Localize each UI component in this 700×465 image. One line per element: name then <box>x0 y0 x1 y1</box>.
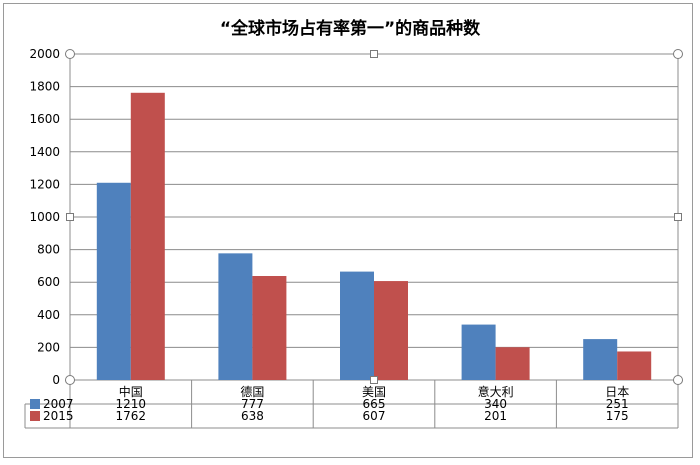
data-table-cell: 175 <box>606 409 629 423</box>
resize-handle <box>673 375 683 385</box>
bar-2015-德国 <box>252 276 287 380</box>
resize-handle <box>65 375 75 385</box>
y-tick-label: 1200 <box>29 177 60 191</box>
data-table-cell: 638 <box>241 409 264 423</box>
bar-2015-中国 <box>130 92 165 380</box>
bar-2015-意大利 <box>495 347 530 380</box>
legend-label: 2007 <box>43 397 74 411</box>
y-tick-label: 1000 <box>29 210 60 224</box>
resize-handle <box>66 213 74 221</box>
y-tick-label: 0 <box>52 373 60 387</box>
resize-handle <box>370 50 378 58</box>
resize-handle <box>65 49 75 59</box>
data-table-cell: 777 <box>241 397 264 411</box>
y-tick-label: 1800 <box>29 80 60 94</box>
y-tick-label: 200 <box>37 340 60 354</box>
legend-key-2007 <box>30 399 40 409</box>
data-table-cell: 340 <box>484 397 507 411</box>
resize-handle <box>370 376 378 384</box>
bar-2007-日本 <box>583 339 618 380</box>
legend-label: 2015 <box>43 409 74 423</box>
y-tick-label: 1400 <box>29 145 60 159</box>
bar-2007-美国 <box>340 271 374 380</box>
resize-handle <box>673 49 683 59</box>
bar-2007-中国 <box>96 182 131 380</box>
data-table-cell: 1762 <box>116 409 147 423</box>
category-label: 美国 <box>362 385 386 399</box>
bar-2007-德国 <box>218 253 253 380</box>
chart-title: “全球市场占有率第一”的商品种数 <box>219 19 481 39</box>
bar-2015-日本 <box>617 351 652 380</box>
category-label: 德国 <box>240 384 264 399</box>
data-table-cell: 607 <box>363 409 386 423</box>
legend-key-2015 <box>30 411 40 421</box>
bar-2015-美国 <box>374 281 408 380</box>
data-table-cell: 665 <box>363 397 386 411</box>
data-table-cell: 201 <box>484 409 507 423</box>
y-tick-label: 1600 <box>29 112 60 126</box>
y-tick-label: 800 <box>37 243 60 257</box>
y-tick-label: 2000 <box>29 47 60 61</box>
category-label: 意大利 <box>478 384 514 399</box>
category-label: 中国 <box>119 384 143 399</box>
y-tick-label: 400 <box>37 308 60 322</box>
category-label: 日本 <box>605 385 629 399</box>
data-table-cell: 1210 <box>116 397 147 411</box>
y-tick-label: 600 <box>37 275 60 289</box>
data-table-cell: 251 <box>606 397 629 411</box>
bar-2007-意大利 <box>461 324 496 380</box>
resize-handle <box>674 213 682 221</box>
